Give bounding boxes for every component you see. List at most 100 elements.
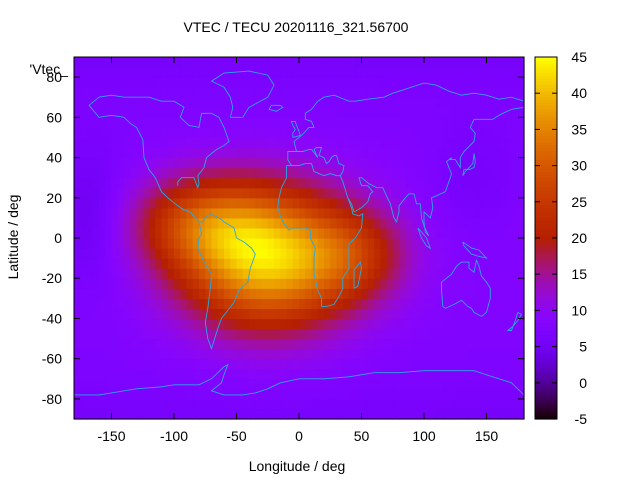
heatmap-cell [336,398,344,410]
colorbar-segment [535,247,557,251]
heatmap-cell [142,107,150,118]
heatmap-cell [361,238,369,249]
heatmap-cell [124,57,131,68]
heatmap-cell [217,87,225,98]
heatmap-cell [311,67,319,78]
heatmap-cell [155,318,163,330]
colorbar-segment [535,141,557,146]
heatmap-cell [380,87,388,98]
coastline [290,120,301,138]
heatmap-cell [505,167,513,179]
heatmap-cell [299,207,306,219]
heatmap-cell [442,167,450,179]
colorbar-segment [535,63,557,67]
heatmap-cell [124,388,131,400]
heatmap-cell [517,77,525,88]
heatmap-cell [180,97,188,108]
heatmap-cell [261,368,269,380]
heatmap-cell [486,238,494,249]
heatmap-cell [386,348,394,360]
heatmap-cell [142,87,150,98]
heatmap-cell [474,197,481,209]
heatmap-cell [436,157,444,169]
heatmap-cell [424,278,431,289]
heatmap-cell [280,328,288,340]
heatmap-cell [467,298,475,309]
heatmap-cell [361,217,369,229]
heatmap-cell [230,187,238,199]
heatmap-cell [211,248,219,259]
heatmap-cell [374,197,381,209]
heatmap-cell [436,107,444,118]
heatmap-cell [142,187,150,199]
heatmap-cell [430,177,438,189]
heatmap-cell [92,147,100,159]
heatmap-cell [455,207,463,219]
heatmap-cell [374,187,381,199]
heatmap-cell [136,368,144,380]
heatmap-cell [436,268,444,279]
heatmap-cell [292,398,300,410]
heatmap-cell [105,227,113,239]
heatmap-cell [330,227,338,239]
heatmap-cell [136,288,144,299]
heatmap-cell [267,348,275,360]
heatmap-cell [411,378,419,390]
heatmap-cell [299,298,306,309]
heatmap-cell [411,187,419,199]
heatmap-cell [367,298,375,309]
heatmap-cell [117,378,125,390]
heatmap-cell [167,378,175,390]
heatmap-cell [342,288,350,299]
heatmap-cell [355,248,363,259]
heatmap-cell [505,117,513,128]
colorbar-segment [535,286,557,290]
heatmap-cell [86,298,94,309]
heatmap-cell [361,288,369,299]
heatmap-cell [349,248,356,259]
heatmap-cell [317,268,325,279]
heatmap-cell [217,268,225,279]
heatmap-cell [361,398,369,410]
heatmap-cell [211,358,219,370]
heatmap-cell [117,328,125,340]
heatmap-cell [380,368,388,380]
heatmap-cell [349,97,356,108]
heatmap-cell [349,117,356,128]
heatmap-cell [342,348,350,360]
heatmap-cell [355,288,363,299]
heatmap-cell [436,398,444,410]
heatmap-cell [124,97,131,108]
heatmap-cell [92,398,100,410]
coastline [74,363,525,396]
heatmap-cell [436,177,444,189]
heatmap-cell [474,288,481,299]
heatmap-cell [399,207,406,219]
heatmap-cell [130,187,138,199]
heatmap-cell [211,197,219,209]
heatmap-cell [424,318,431,330]
heatmap-cell [86,137,94,149]
heatmap-cell [330,147,338,159]
heatmap-cell [199,87,206,98]
heatmap-cell [74,97,81,108]
heatmap-cell [124,227,131,239]
heatmap-cell [167,97,175,108]
heatmap-cell [117,278,125,289]
heatmap-cell [142,67,150,78]
heatmap-cell [124,87,131,98]
heatmap-cell [317,308,325,320]
heatmap-cell [486,298,494,309]
heatmap-cell [280,207,288,219]
heatmap-cell [317,328,325,340]
heatmap-cell [80,238,88,249]
heatmap-cell [155,348,163,360]
heatmap-cell [249,398,256,410]
heatmap-cell [380,117,388,128]
heatmap-cell [124,308,131,320]
heatmap-cell [361,87,369,98]
heatmap-cell [117,358,125,370]
heatmap-cell [86,227,94,239]
heatmap-cell [461,328,469,340]
heatmap-cell [111,137,119,149]
